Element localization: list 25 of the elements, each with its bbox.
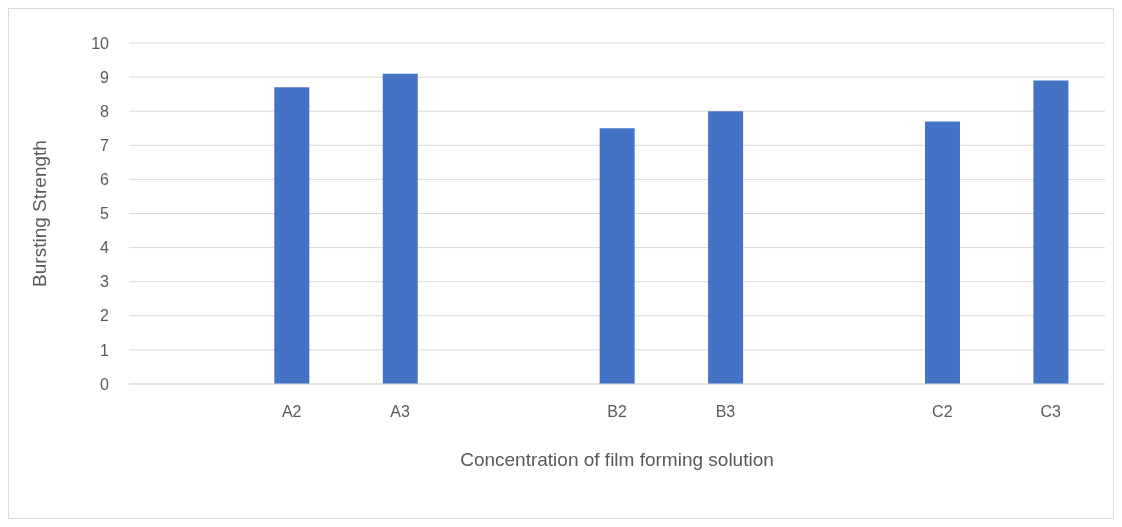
x-tick-label: B3: [715, 403, 736, 421]
bar: [382, 73, 418, 384]
y-tick-label: 9: [100, 68, 110, 86]
y-tick-label: 7: [100, 136, 110, 154]
x-tick-label: A3: [390, 403, 410, 421]
x-axis-title: Concentration of film forming solution: [460, 449, 774, 470]
y-tick-label: 0: [100, 375, 110, 393]
y-tick-label: 3: [100, 273, 110, 291]
bar: [599, 128, 635, 384]
bar: [924, 121, 960, 384]
x-tick-label: A2: [281, 403, 302, 421]
x-tick-label: C3: [1040, 403, 1062, 421]
y-tick-label: 5: [100, 205, 110, 223]
x-tick-label: B2: [607, 403, 627, 421]
y-tick-label: 8: [100, 102, 110, 120]
y-axis-title: Bursting Strength: [28, 140, 50, 287]
bar: [708, 111, 744, 384]
y-tick-label: 2: [100, 307, 110, 325]
bar: [274, 87, 310, 384]
bar: [1033, 80, 1069, 384]
y-tick-label: 10: [91, 34, 110, 52]
x-tick-label: C2: [932, 403, 953, 421]
y-tick-label: 1: [100, 341, 110, 359]
y-tick-label: 4: [100, 239, 110, 257]
y-tick-label: 6: [100, 171, 110, 189]
